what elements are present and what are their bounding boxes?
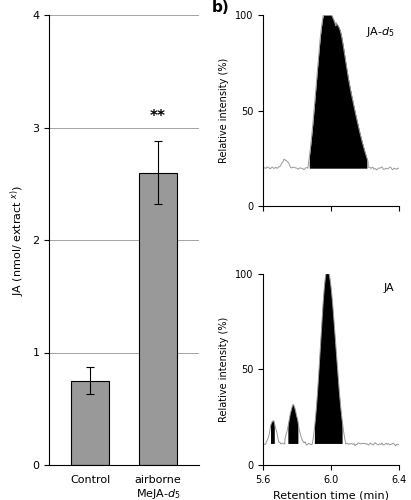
Y-axis label: Relative intensity (%): Relative intensity (%) (219, 58, 229, 164)
Y-axis label: Relative intensity (%): Relative intensity (%) (219, 316, 229, 422)
Text: **: ** (150, 109, 166, 124)
Text: JA-$d_5$: JA-$d_5$ (366, 24, 395, 38)
Bar (139, 172, 177, 465)
Text: b): b) (211, 0, 229, 14)
Y-axis label: JA (nmol/ extract $^{x)}$): JA (nmol/ extract $^{x)}$) (8, 184, 27, 296)
X-axis label: Retention time (min): Retention time (min) (273, 490, 389, 500)
Text: JA: JA (384, 283, 395, 293)
Bar (72, 380, 109, 465)
